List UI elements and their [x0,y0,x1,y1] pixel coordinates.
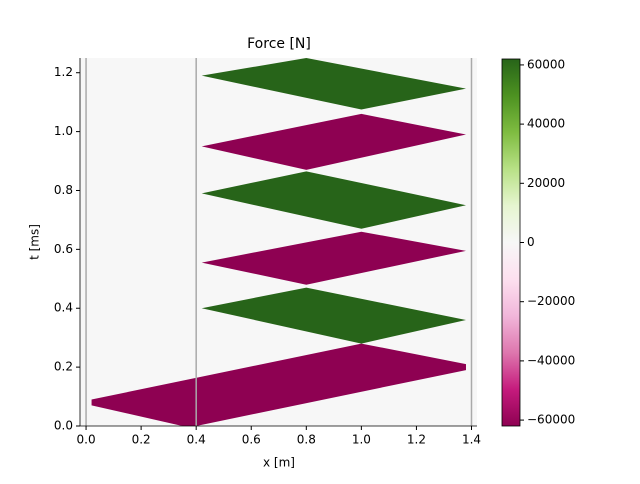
x-tick-label: 0.8 [297,433,316,447]
y-tick-label: 0.8 [54,183,73,197]
colorbar-tick-label: 20000 [527,176,565,190]
colorbar-tick-label: −60000 [527,413,575,427]
heat-region [201,113,466,170]
plot-area [85,58,473,426]
y-tick-label: 1.2 [54,65,73,79]
heat-region [201,171,466,229]
x-tick-label: 1.2 [407,433,426,447]
x-axis-label: x [m] [263,456,295,470]
heat-region [91,343,466,426]
y-tick-label: 0.4 [54,301,73,315]
colorbar-tick-label: −20000 [527,294,575,308]
y-tick-label: 0.2 [54,360,73,374]
x-tick-label: 0.0 [77,433,96,447]
heat-region [201,287,466,344]
colorbar [501,58,521,427]
colorbar-tick-label: 60000 [527,57,565,71]
heat-region [201,58,466,110]
x-tick-label: 0.4 [187,433,206,447]
x-tick-label: 1.0 [352,433,371,447]
heat-region [201,231,466,285]
colorbar-tick-label: 0 [527,235,535,249]
x-tick-label: 0.6 [242,433,261,447]
x-tick-label: 0.2 [132,433,151,447]
y-tick-label: 0.6 [54,242,73,256]
chart-title: Force [N] [247,36,311,52]
y-tick-label: 1.0 [54,124,73,138]
colorbar-tick-label: 40000 [527,117,565,131]
colorbar-tick-label: −40000 [527,353,575,367]
y-tick-label: 0.0 [54,419,73,433]
y-axis-label: t [ms] [28,224,42,260]
x-tick-label: 1.4 [462,433,481,447]
